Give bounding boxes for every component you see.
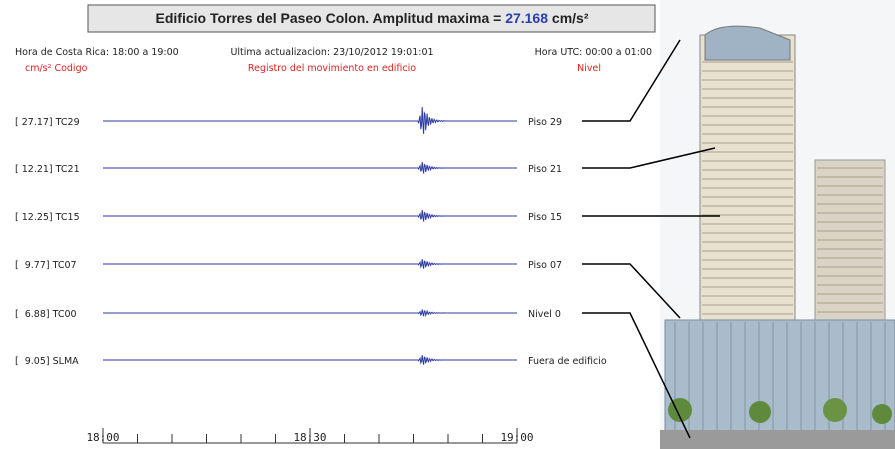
utc-time: Hora UTC: 00:00 a 01:00 (535, 47, 652, 58)
col-record: Registro del movimiento en edificio (248, 63, 416, 74)
channel-level: Piso 07 (528, 260, 562, 271)
channel-label: [ 12.25] TC15 (15, 212, 80, 223)
trace (103, 259, 517, 269)
trace (103, 162, 517, 174)
trace (103, 355, 517, 365)
channel-level: Piso 29 (528, 117, 562, 128)
seismograph-page: Edificio Torres del Paseo Colon. Amplitu… (0, 0, 895, 449)
channel-label: [ 9.05] SLMA (15, 356, 79, 367)
channel-label: [ 6.88] TC00 (15, 309, 77, 320)
channel-level: Piso 21 (528, 164, 562, 175)
channel-label: [ 12.21] TC21 (15, 164, 80, 175)
trace (103, 210, 517, 222)
building-image (660, 0, 895, 449)
col-level: Nivel (577, 63, 601, 74)
channel-label: [ 9.77] TC07 (15, 260, 77, 271)
col-code: cm/s² Codigo (25, 63, 88, 74)
channel-label: [ 27.17] TC29 (15, 117, 80, 128)
channel-level: Fuera de edificio (528, 356, 607, 367)
trace (103, 310, 517, 317)
channel-level: Nivel 0 (528, 309, 561, 320)
axis-label: 19:00 (500, 431, 533, 444)
unit: cm/s² (552, 10, 589, 26)
axis-label: 18:30 (293, 431, 326, 444)
title-text: Edificio Torres del Paseo Colon. Amplitu… (156, 10, 502, 26)
title: Edificio Torres del Paseo Colon. Amplitu… (156, 10, 589, 26)
last-update: Ultima actualizacion: 23/10/2012 19:01:0… (230, 47, 433, 58)
local-time: Hora de Costa Rica: 18:00 a 19:00 (15, 47, 179, 58)
channel-level: Piso 15 (528, 212, 562, 223)
trace (103, 107, 517, 134)
max-amplitude: 27.168 (505, 10, 548, 26)
axis-label: 18:00 (86, 431, 119, 444)
